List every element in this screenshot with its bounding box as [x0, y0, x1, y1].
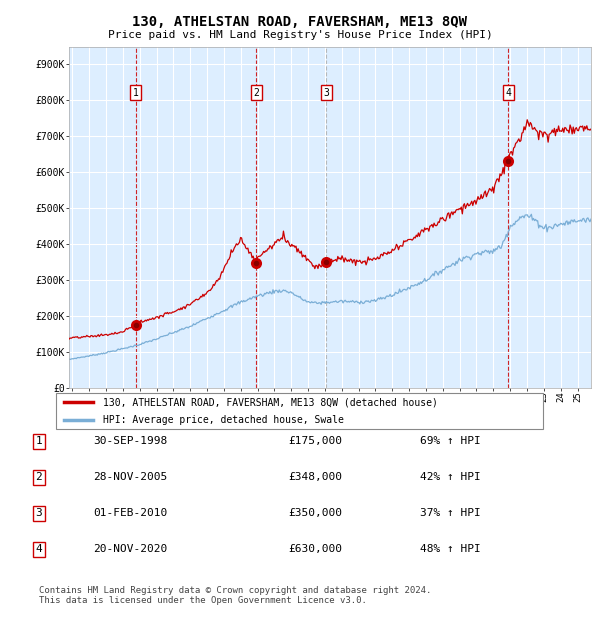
Text: 69% ↑ HPI: 69% ↑ HPI [420, 436, 481, 446]
Text: 2: 2 [253, 87, 259, 97]
Text: Contains HM Land Registry data © Crown copyright and database right 2024.
This d: Contains HM Land Registry data © Crown c… [39, 586, 431, 605]
Text: 3: 3 [35, 508, 43, 518]
Text: 4: 4 [35, 544, 43, 554]
Text: Price paid vs. HM Land Registry's House Price Index (HPI): Price paid vs. HM Land Registry's House … [107, 30, 493, 40]
Text: 1: 1 [35, 436, 43, 446]
Text: 30-SEP-1998: 30-SEP-1998 [93, 436, 167, 446]
Text: £630,000: £630,000 [288, 544, 342, 554]
Text: 28-NOV-2005: 28-NOV-2005 [93, 472, 167, 482]
Text: £175,000: £175,000 [288, 436, 342, 446]
Text: 37% ↑ HPI: 37% ↑ HPI [420, 508, 481, 518]
Text: 1: 1 [133, 87, 139, 97]
Text: £348,000: £348,000 [288, 472, 342, 482]
Text: 20-NOV-2020: 20-NOV-2020 [93, 544, 167, 554]
Text: 130, ATHELSTAN ROAD, FAVERSHAM, ME13 8QW (detached house): 130, ATHELSTAN ROAD, FAVERSHAM, ME13 8QW… [103, 397, 438, 407]
Text: 48% ↑ HPI: 48% ↑ HPI [420, 544, 481, 554]
Text: £350,000: £350,000 [288, 508, 342, 518]
Text: HPI: Average price, detached house, Swale: HPI: Average price, detached house, Swal… [103, 415, 344, 425]
Text: 3: 3 [323, 87, 329, 97]
Text: 4: 4 [505, 87, 511, 97]
Text: 01-FEB-2010: 01-FEB-2010 [93, 508, 167, 518]
FancyBboxPatch shape [56, 394, 542, 429]
Text: 42% ↑ HPI: 42% ↑ HPI [420, 472, 481, 482]
Text: 2: 2 [35, 472, 43, 482]
Text: 130, ATHELSTAN ROAD, FAVERSHAM, ME13 8QW: 130, ATHELSTAN ROAD, FAVERSHAM, ME13 8QW [133, 16, 467, 30]
